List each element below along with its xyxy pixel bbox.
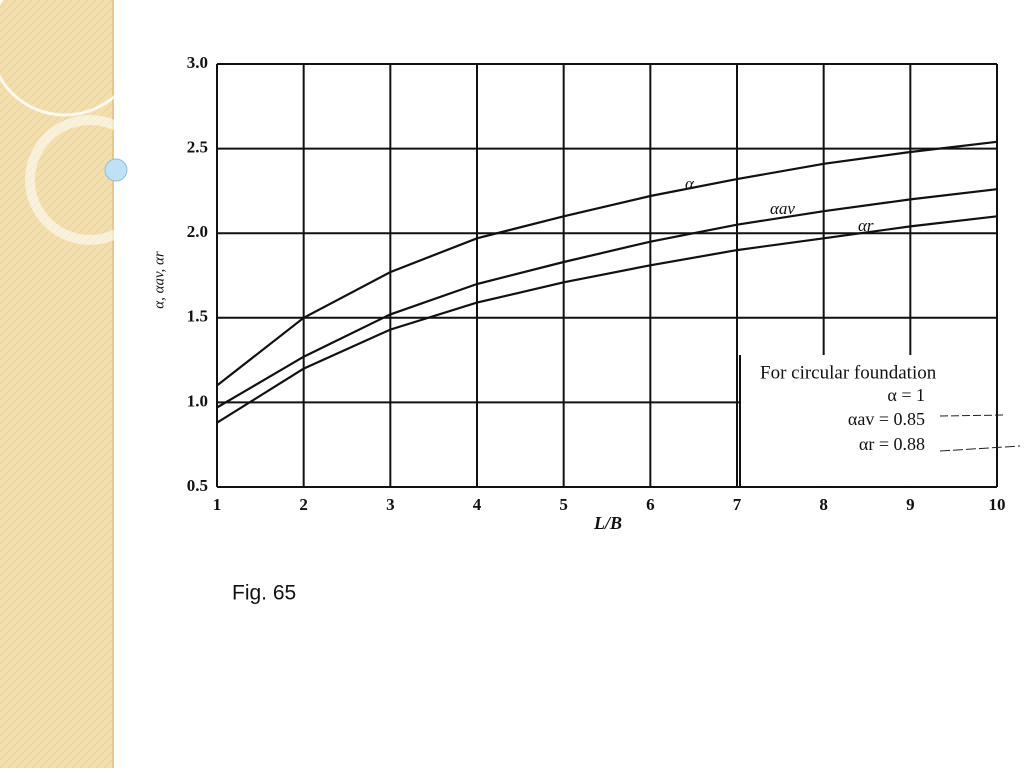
x-tick-label: 7 bbox=[733, 495, 742, 514]
note-title: For circular foundation bbox=[760, 362, 937, 383]
x-axis-label: L/B bbox=[593, 513, 622, 533]
y-tick-label: 3.0 bbox=[187, 53, 208, 72]
y-tick-label: 0.5 bbox=[187, 476, 208, 495]
chart: 0.5 1.0 1.5 2.0 2.5 3.0 1 2 3 4 5 6 7 8 9 10 α αav αr bbox=[187, 53, 1006, 514]
note-box bbox=[740, 355, 996, 486]
note-line: α = 1 bbox=[887, 385, 925, 405]
note-line: αr = 0.88 bbox=[859, 434, 925, 454]
x-tick-label: 9 bbox=[906, 495, 915, 514]
y-axis-label: α, αav, αr bbox=[151, 251, 167, 309]
x-tick-label: 6 bbox=[646, 495, 655, 514]
caption: Fig. 65 bbox=[232, 582, 296, 605]
series-label: α bbox=[685, 174, 695, 193]
x-tick-label: 4 bbox=[473, 495, 482, 514]
x-tick-label: 10 bbox=[989, 495, 1006, 514]
note-rule bbox=[939, 445, 1021, 452]
series-line bbox=[216, 140, 998, 387]
x-tick-label: 3 bbox=[386, 495, 395, 514]
series-line bbox=[216, 188, 998, 409]
series-line bbox=[216, 215, 998, 424]
y-tick-label: 2.5 bbox=[187, 138, 208, 157]
x-tick-label: 8 bbox=[819, 495, 828, 514]
deco-dot bbox=[104, 158, 128, 182]
y-tick-label: 2.0 bbox=[187, 222, 208, 241]
deco-circle bbox=[25, 115, 155, 245]
y-tick-label: 1.5 bbox=[187, 307, 208, 326]
series-label: αr bbox=[858, 216, 874, 235]
x-tick-label: 2 bbox=[299, 495, 308, 514]
deco-circle bbox=[0, 0, 142, 117]
series-label: αav bbox=[770, 199, 795, 218]
x-tick-label: 5 bbox=[559, 495, 568, 514]
y-tick-label: 1.0 bbox=[187, 391, 208, 410]
x-tick-label: 1 bbox=[213, 495, 222, 514]
note-line: αav = 0.85 bbox=[848, 409, 925, 429]
